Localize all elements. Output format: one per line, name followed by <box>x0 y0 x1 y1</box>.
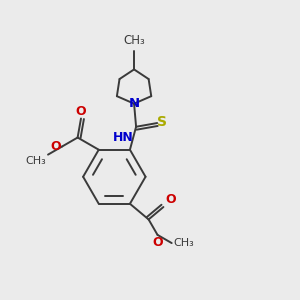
Text: CH₃: CH₃ <box>173 238 194 248</box>
Text: O: O <box>165 193 175 206</box>
Text: O: O <box>76 105 86 118</box>
Text: O: O <box>152 236 163 249</box>
Text: N: N <box>128 97 140 110</box>
Text: O: O <box>50 140 61 153</box>
Text: HN: HN <box>113 131 134 144</box>
Text: CH₃: CH₃ <box>26 156 46 166</box>
Text: CH₃: CH₃ <box>123 34 145 47</box>
Text: S: S <box>157 116 167 129</box>
